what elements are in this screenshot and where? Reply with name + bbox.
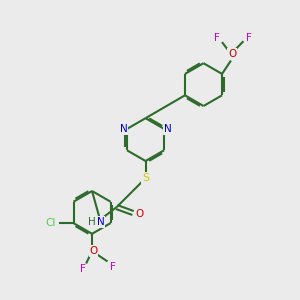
Text: F: F xyxy=(80,265,86,275)
Text: Cl: Cl xyxy=(45,218,56,228)
Text: O: O xyxy=(136,209,144,220)
Text: F: F xyxy=(110,262,116,272)
Text: O: O xyxy=(89,246,98,256)
Text: N: N xyxy=(120,124,127,134)
Text: F: F xyxy=(214,33,220,43)
Text: O: O xyxy=(228,49,237,59)
Text: F: F xyxy=(246,33,252,43)
Text: N: N xyxy=(97,217,104,227)
Text: N: N xyxy=(164,124,172,134)
Text: H: H xyxy=(88,217,96,227)
Text: S: S xyxy=(142,173,149,183)
